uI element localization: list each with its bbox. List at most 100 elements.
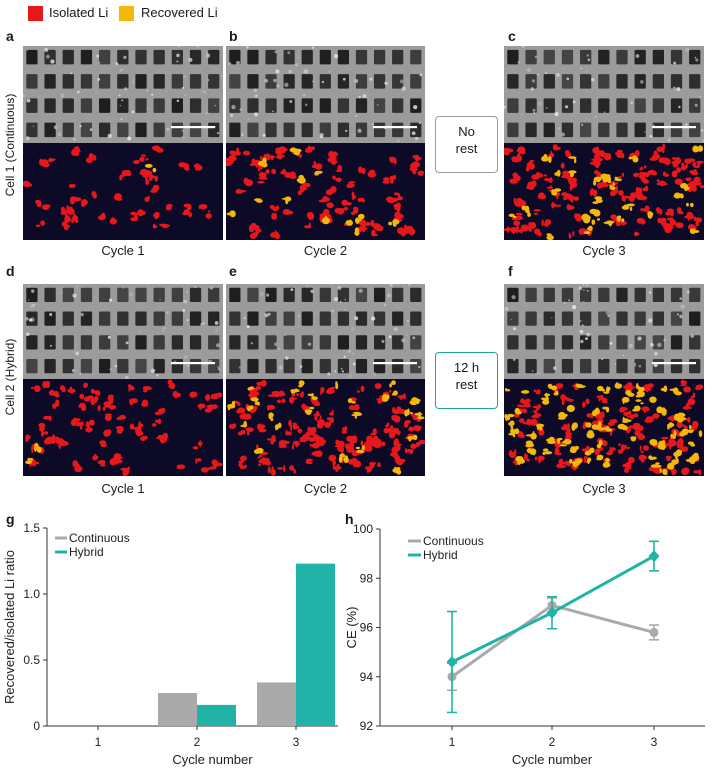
grid-hole — [265, 287, 277, 303]
surface-speck — [181, 129, 184, 132]
isolated-li-particle — [396, 196, 403, 201]
recovered-li-particle — [630, 436, 636, 442]
isolated-li-particle — [73, 418, 81, 422]
surface-speck — [582, 284, 585, 286]
isolated-li-particle — [141, 169, 146, 176]
grid-hole — [392, 49, 404, 65]
isolated-li-particle — [402, 393, 406, 399]
recovered-li-particle — [504, 388, 508, 392]
isolated-li-particle — [135, 159, 140, 163]
isolated-li-particle — [92, 455, 99, 460]
grid-hole — [117, 49, 129, 65]
isolated-li-particle — [352, 206, 359, 212]
isolated-li-particle — [533, 389, 537, 393]
grid-hole — [135, 311, 147, 326]
isolated-li-particle — [567, 152, 570, 157]
isolated-li-particle — [308, 437, 316, 442]
surface-speck — [289, 100, 293, 103]
surface-speck — [341, 370, 345, 373]
recovered-li-particle — [508, 213, 515, 218]
grid-hole — [670, 122, 683, 138]
grid-hole — [247, 122, 259, 138]
recovered-li-particle — [614, 178, 623, 182]
isolated-li-particle — [552, 204, 562, 207]
legend-label-1: Hybrid — [69, 545, 104, 559]
grid-hole — [525, 49, 537, 65]
surface-speck — [585, 337, 588, 341]
surface-speck — [370, 106, 373, 109]
surface-speck — [393, 327, 398, 332]
isolated-li-particle — [661, 436, 669, 440]
grid-hole — [319, 287, 331, 303]
surface-speck — [184, 94, 187, 97]
grid-hole — [301, 98, 313, 113]
recovered-li-particle — [355, 217, 360, 224]
caption-a: Cycle 1 — [101, 243, 145, 258]
isolated-li-particle — [299, 187, 305, 193]
isolated-li-particle — [620, 153, 625, 159]
isolated-li-particle — [312, 399, 316, 403]
surface-speck — [679, 314, 683, 319]
isolated-li-particle — [243, 413, 252, 420]
isolated-li-particle — [534, 174, 540, 178]
surface-speck — [49, 312, 53, 316]
surface-speck — [266, 293, 270, 297]
surface-speck — [243, 317, 246, 320]
surface-speck — [278, 348, 281, 350]
recovered-li-particle — [570, 173, 575, 177]
isolated-li-particle — [40, 220, 46, 226]
isolated-li-particle — [529, 159, 535, 163]
no-rest-box: No rest — [435, 116, 498, 173]
isolated-li-particle — [308, 215, 314, 218]
isolated-li-particle — [522, 421, 527, 425]
bar-continuous-cycle3 — [257, 682, 296, 726]
surface-speck — [644, 131, 646, 133]
grid-hole — [208, 122, 220, 138]
surface-speck — [603, 111, 606, 113]
isolated-li-particle — [382, 180, 387, 184]
isolated-li-particle — [397, 460, 403, 466]
surface-speck — [89, 128, 93, 131]
isolated-li-particle — [324, 195, 327, 199]
surface-speck — [389, 284, 393, 287]
surface-speck — [188, 57, 193, 62]
isolated-li-particle — [137, 423, 144, 428]
recovered-li-particle — [684, 184, 688, 188]
surface-speck — [332, 318, 337, 324]
isolated-li-particle — [504, 148, 513, 152]
chart-h: 92 94 96 98 100 1 2 3 Cycle number CE (%) Continuo… — [344, 520, 724, 777]
isolated-li-particle — [130, 398, 138, 404]
surface-speck — [354, 114, 357, 117]
isolated-li-particle — [410, 443, 417, 449]
isolated-li-particle — [143, 388, 148, 393]
isolated-li-particle — [685, 177, 692, 181]
isolated-li-particle — [190, 393, 195, 398]
surface-speck — [584, 69, 588, 73]
isolated-li-particle — [610, 447, 616, 451]
grid-hole — [189, 49, 202, 65]
isolated-li-particle — [595, 171, 599, 174]
isolated-li-particle — [340, 446, 344, 453]
isolated-li-particle — [351, 191, 355, 198]
grid-hole — [80, 98, 93, 113]
surface-speck — [348, 374, 353, 379]
grid-hole — [99, 311, 111, 326]
scale-bar — [652, 362, 696, 365]
recovered-li-particle — [290, 389, 296, 393]
surface-speck — [537, 286, 541, 290]
surface-speck — [586, 332, 591, 337]
surface-speck — [214, 321, 219, 325]
grid-hole — [525, 74, 537, 89]
surface-speck — [239, 108, 243, 112]
isolated-li-particle — [332, 460, 337, 466]
isolated-li-particle — [30, 386, 34, 390]
recovered-li-particle — [354, 230, 360, 236]
isolated-li-particle — [610, 419, 618, 424]
isolated-li-particle — [693, 183, 696, 189]
surface-speck — [583, 289, 585, 291]
surface-speck — [538, 127, 543, 131]
grid-hole — [410, 74, 422, 89]
recovered-li-particle — [542, 451, 546, 456]
isolated-li-particle — [77, 469, 80, 473]
isolated-li-particle — [543, 178, 550, 182]
